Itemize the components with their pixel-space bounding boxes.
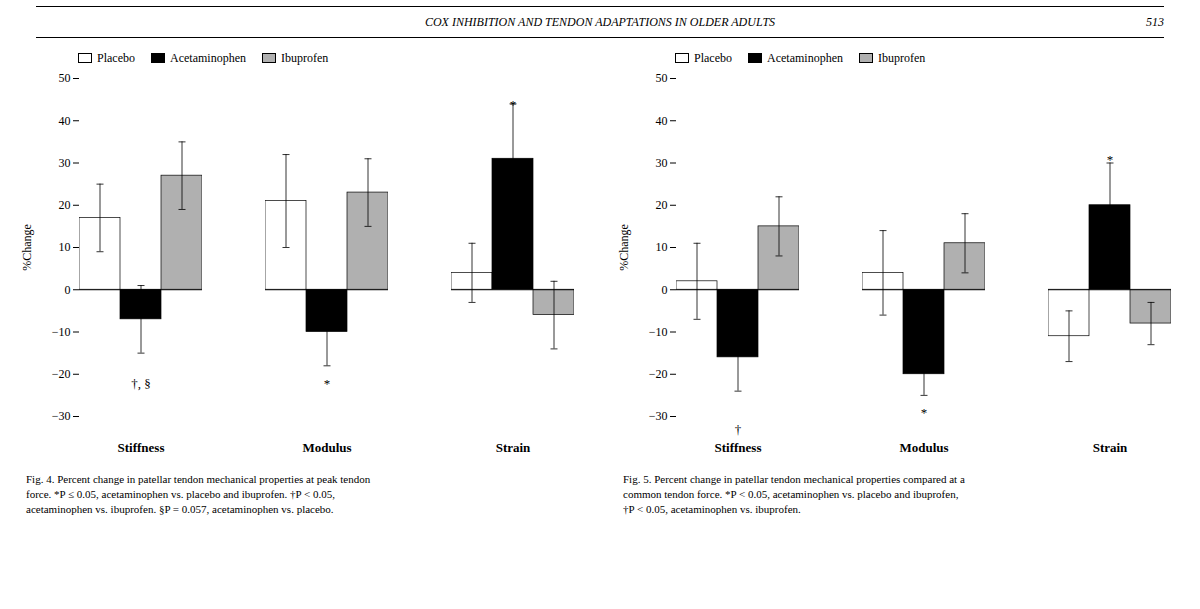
svg-text:0: 0	[662, 283, 668, 297]
svg-text:%Change: %Change	[617, 224, 631, 271]
html-text:Acetaminophen: Acetaminophen	[170, 50, 246, 65]
svg-text:−10: −10	[52, 325, 71, 339]
svg-text:10: 10	[656, 240, 668, 254]
svg-text:†: †	[735, 422, 742, 437]
svg-text:−20: −20	[52, 367, 71, 381]
svg-text:40: 40	[59, 114, 71, 128]
svg-text:−30: −30	[649, 409, 668, 423]
svg-text:20: 20	[59, 198, 71, 212]
html-text:Placebo: Placebo	[694, 50, 732, 65]
html-text:Fig. 4. Percent change in pate: Fig. 4. Percent change in patellar tendo…	[26, 473, 371, 485]
html-text:Fig. 5. Percent change in pate: Fig. 5. Percent change in patellar tendo…	[623, 473, 965, 485]
html-text:†P < 0.05, acetaminophen vs. i: †P < 0.05, acetaminophen vs. ibuprofen.	[623, 503, 801, 515]
svg-text:*: *	[921, 405, 928, 420]
html-text:acetaminophen vs. ibuprofen. §: acetaminophen vs. ibuprofen. §P = 0.057,…	[26, 503, 334, 515]
html-text:common tendon force. *P < 0.05: common tendon force. *P < 0.05, acetamin…	[623, 488, 959, 500]
svg-text:10: 10	[59, 240, 71, 254]
svg-text:50: 50	[59, 71, 71, 85]
svg-text:Modulus: Modulus	[899, 440, 948, 455]
html-text:Acetaminophen: Acetaminophen	[767, 50, 843, 65]
html-text:513: 513	[1146, 15, 1164, 29]
svg-text:Strain: Strain	[1093, 440, 1128, 455]
html-text:force. *P ≤ 0.05, acetaminophe: force. *P ≤ 0.05, acetaminophen vs. plac…	[26, 488, 335, 500]
svg-text:Strain: Strain	[496, 440, 531, 455]
svg-text:0: 0	[65, 283, 71, 297]
html-text:Ibuprofen: Ibuprofen	[878, 50, 926, 65]
html-text:Ibuprofen: Ibuprofen	[281, 50, 329, 65]
html-text:Placebo: Placebo	[97, 50, 135, 65]
svg-text:*: *	[1107, 152, 1114, 167]
svg-text:−20: −20	[649, 367, 668, 381]
html-text:COX INHIBITION AND TENDON ADAP: COX INHIBITION AND TENDON ADAPTATIONS IN…	[424, 15, 776, 29]
svg-text:−10: −10	[649, 325, 668, 339]
svg-text:%Change: %Change	[20, 224, 34, 271]
svg-text:Stiffness: Stiffness	[715, 440, 762, 455]
svg-text:*: *	[510, 97, 517, 112]
svg-text:†, §: †, §	[131, 376, 151, 391]
svg-text:Stiffness: Stiffness	[118, 440, 165, 455]
svg-text:20: 20	[656, 198, 668, 212]
svg-text:*: *	[324, 376, 331, 391]
svg-text:30: 30	[656, 156, 668, 170]
svg-text:30: 30	[59, 156, 71, 170]
svg-text:50: 50	[656, 71, 668, 85]
svg-text:40: 40	[656, 114, 668, 128]
svg-text:−30: −30	[52, 409, 71, 423]
svg-text:Modulus: Modulus	[302, 440, 351, 455]
